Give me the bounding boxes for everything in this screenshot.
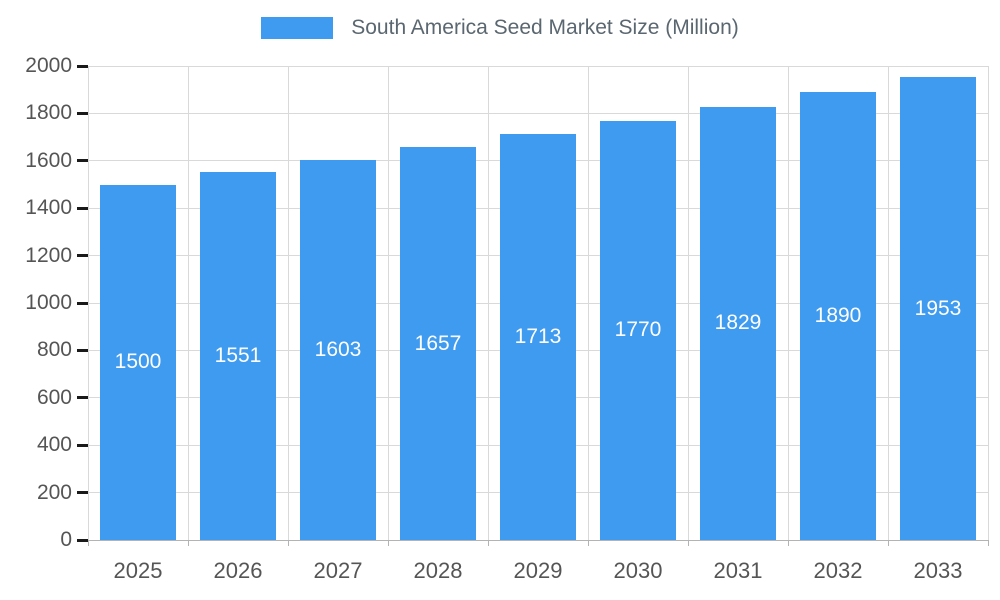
y-axis-tick: [77, 159, 88, 163]
x-axis-label: 2025: [113, 558, 163, 583]
x-axis-tick: [188, 540, 189, 546]
bar-value-label: 1890: [814, 304, 862, 328]
y-axis-tick: [77, 301, 88, 305]
bar-value-label: 1551: [214, 344, 262, 368]
y-axis-tick: [77, 538, 88, 542]
y-axis-tick: [77, 254, 88, 258]
y-axis-label: 1800: [25, 101, 72, 125]
x-axis-label: 2028: [413, 558, 463, 583]
x-axis-tick: [488, 540, 489, 546]
y-axis-tick: [77, 206, 88, 210]
x-axis-tick: [388, 540, 389, 546]
x-axis-label: 2026: [213, 558, 263, 583]
bar-value-label: 1953: [914, 296, 962, 320]
bar-value-label: 1500: [114, 350, 162, 374]
bar-value-label: 1829: [714, 311, 762, 335]
y-axis-label: 1400: [25, 196, 72, 220]
y-axis-label: 1600: [25, 148, 72, 172]
y-axis-tick: [77, 111, 88, 115]
h-gridline: [88, 65, 988, 67]
y-axis-label: 400: [36, 433, 72, 457]
x-axis-tick: [688, 540, 689, 546]
y-axis-tick: [77, 396, 88, 400]
y-axis-tick: [77, 491, 88, 495]
bar-2028[interactable]: [400, 147, 476, 540]
legend[interactable]: South America Seed Market Size (Million): [0, 16, 1000, 40]
x-axis-line: [88, 540, 988, 541]
x-axis-label: 2032: [813, 558, 863, 583]
x-axis-tick: [88, 540, 89, 546]
bar-2027[interactable]: [300, 160, 376, 540]
bar-2025[interactable]: [100, 184, 176, 540]
y-axis-label: 600: [36, 385, 72, 409]
x-axis-label: 2033: [913, 558, 963, 583]
bar-value-label: 1603: [314, 338, 362, 362]
bar-value-label: 1657: [414, 331, 462, 355]
y-axis-label: 1000: [25, 291, 72, 314]
x-axis-label: 2030: [613, 558, 663, 583]
legend-swatch: [261, 17, 334, 39]
h-gridline: [88, 112, 988, 114]
x-axis-tick: [788, 540, 789, 546]
y-axis-label: 2000: [25, 54, 72, 77]
bar-2032[interactable]: [800, 92, 876, 540]
bar-2033[interactable]: [900, 77, 976, 540]
bar-value-label: 1770: [614, 318, 662, 342]
y-axis-label: 800: [36, 338, 72, 362]
bar-value-label: 1713: [514, 325, 562, 348]
x-axis-tick: [888, 540, 889, 546]
v-gridline: [988, 66, 989, 540]
y-axis-tick: [77, 443, 88, 447]
x-axis-tick: [988, 540, 989, 546]
bar-2030[interactable]: [600, 120, 676, 540]
x-axis-label: 2031: [713, 558, 763, 583]
x-axis-tick: [588, 540, 589, 546]
y-axis-label: 1200: [25, 243, 72, 267]
x-axis-tick: [288, 540, 289, 546]
y-axis-label: 200: [36, 480, 72, 504]
x-axis-label: 2027: [313, 558, 363, 583]
x-axis-label: 2029: [513, 558, 563, 583]
legend-label: South America Seed Market Size (Million): [351, 16, 739, 39]
bar-2031[interactable]: [700, 106, 776, 540]
y-axis-tick: [77, 348, 88, 352]
bar-2026[interactable]: [200, 172, 276, 540]
y-axis-tick: [77, 64, 88, 68]
bar-2029[interactable]: [500, 134, 576, 540]
y-axis-label: 0: [60, 528, 72, 551]
